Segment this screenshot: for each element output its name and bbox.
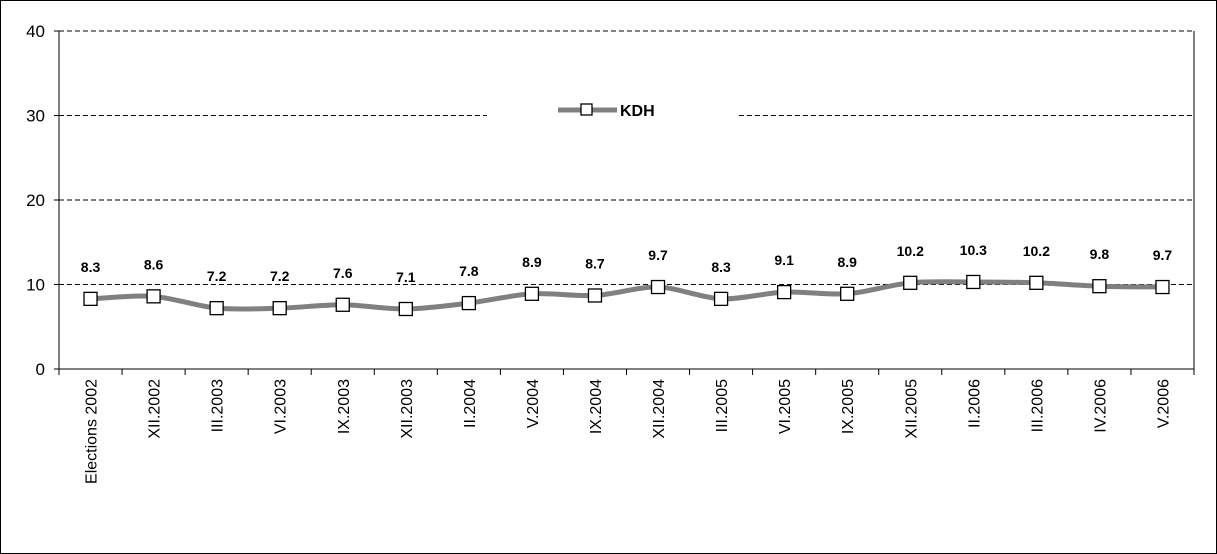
- data-point-marker: [840, 286, 855, 301]
- data-label: 8.6: [144, 256, 164, 272]
- data-label: 7.8: [459, 263, 479, 279]
- data-label: 7.2: [270, 268, 290, 284]
- data-point-marker: [83, 291, 98, 307]
- data-point-marker: [650, 279, 666, 295]
- y-tick-label: 30: [26, 107, 45, 126]
- data-point-marker: [776, 284, 792, 300]
- x-tick-label: Elections 2002: [84, 379, 101, 484]
- data-label: 10.2: [1023, 243, 1050, 259]
- data-point-marker: [209, 301, 224, 316]
- y-tick-label: 20: [26, 191, 45, 210]
- data-label: 9.1: [774, 252, 794, 268]
- data-point-marker: [966, 274, 981, 290]
- series-kdh: [83, 274, 1170, 317]
- data-point-marker: [335, 297, 350, 312]
- x-tick-label: VI.2005: [777, 379, 794, 434]
- data-point-marker: [903, 275, 918, 290]
- legend-marker-swatch: [580, 103, 593, 116]
- data-point-marker: [587, 288, 603, 303]
- x-tick-label: IX.2003: [336, 379, 353, 434]
- data-label: 9.7: [648, 247, 668, 263]
- x-tick-label: VI.2003: [273, 379, 290, 434]
- data-label: 7.1: [396, 269, 416, 285]
- y-tick-label: 0: [36, 360, 45, 379]
- data-label: 8.7: [585, 255, 605, 271]
- data-point-marker: [713, 291, 729, 307]
- data-point-marker: [1029, 275, 1044, 290]
- data-point-marker: [1092, 279, 1107, 294]
- data-label: 8.9: [522, 254, 542, 270]
- legend: KDH: [487, 95, 737, 133]
- y-tick-label: 10: [26, 276, 45, 295]
- x-tick-label: IV.2006: [1092, 379, 1109, 433]
- x-tick-label: II.2006: [966, 379, 983, 428]
- x-tick-label: IX.2005: [840, 379, 857, 434]
- x-tick-label: XII.2004: [651, 379, 668, 439]
- data-label: 9.7: [1153, 247, 1173, 263]
- data-label: 10.2: [897, 243, 924, 259]
- data-label: 7.6: [333, 265, 353, 281]
- x-tick-label: XII.2003: [399, 379, 416, 439]
- data-point-marker: [146, 289, 161, 304]
- y-tick-labels: 0 10 20 30 40: [26, 22, 45, 379]
- data-label: 8.9: [837, 254, 857, 270]
- legend-label-kdh: KDH: [620, 103, 655, 120]
- data-point-marker: [272, 301, 287, 316]
- data-labels: 8.3 8.6 7.2 7.2 7.6 7.1 7.8 8.9 8.7 9.7 8.3 9.1 8.9 1…: [81, 242, 1173, 285]
- x-tick-labels: Elections 2002 XII.2002 III.2003 VI.2003 IX.…: [84, 379, 1173, 484]
- x-tick-label: IX.2004: [588, 379, 605, 434]
- x-tick-label: III.2003: [210, 379, 227, 432]
- x-tick-label: III.2005: [714, 379, 731, 432]
- x-tick-label: II.2004: [462, 379, 479, 428]
- data-label: 9.8: [1090, 246, 1110, 262]
- x-tick-label: V.2006: [1155, 379, 1172, 428]
- data-point-marker: [524, 286, 540, 301]
- legend-background: [487, 95, 737, 133]
- data-point-marker: [1155, 279, 1170, 295]
- x-tick-label: XII.2002: [147, 379, 164, 439]
- data-label: 8.3: [81, 259, 101, 275]
- data-label: 10.3: [960, 242, 987, 258]
- data-point-marker: [461, 295, 477, 311]
- data-label: 8.3: [711, 259, 731, 275]
- x-tick-label: XII.2005: [903, 379, 920, 439]
- axes: [54, 30, 1195, 375]
- data-point-marker: [398, 301, 413, 317]
- x-tick-label: III.2006: [1029, 379, 1046, 432]
- data-label: 7.2: [207, 268, 227, 284]
- x-tick-label: V.2004: [525, 379, 542, 428]
- y-tick-label: 40: [26, 22, 45, 41]
